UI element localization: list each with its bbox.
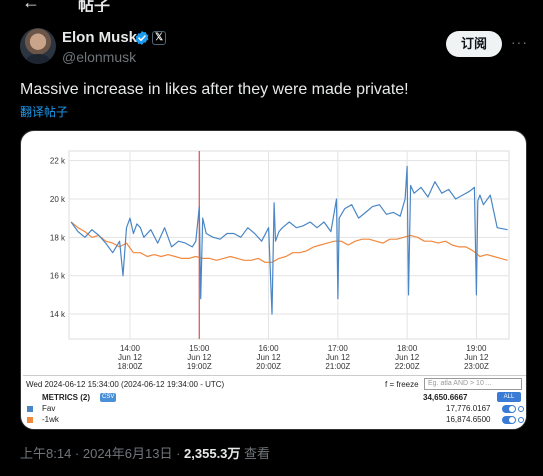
page-title: 帖子: [78, 0, 111, 12]
all-button[interactable]: ALL: [497, 392, 521, 402]
tweet-timestamp[interactable]: 上午8:14 · 2024年6月13日 ·: [20, 446, 185, 461]
tweet-meta: 上午8:14 · 2024年6月13日 · 2,355.3万 查看: [20, 443, 270, 462]
x-tick-label: 20:00Z: [256, 362, 281, 371]
translate-link[interactable]: 翻译帖子: [20, 105, 69, 119]
verified-badge-icon: [135, 31, 149, 45]
views-suffix: 查看: [240, 446, 271, 461]
series-toggle[interactable]: [502, 416, 516, 424]
x-tick-label: 14:00: [120, 344, 141, 353]
y-tick-label: 18 k: [50, 233, 66, 242]
y-tick-label: 22 k: [50, 157, 66, 166]
y-tick-label: 20 k: [50, 195, 66, 204]
x-tick-label: 22:00Z: [395, 362, 420, 371]
x-tick-label: 18:00: [397, 344, 418, 353]
x-tick-label: 17:00: [328, 344, 349, 353]
x-affiliation-badge: 𝕏: [152, 31, 166, 45]
x-tick-label: 16:00: [259, 344, 280, 353]
plot-area: [68, 150, 510, 340]
series-radio[interactable]: [518, 406, 524, 412]
1wk-swatch: [27, 417, 33, 423]
x-tick-label: Jun 12: [464, 353, 489, 362]
freeze-hint: f = freeze: [385, 380, 419, 389]
legend-value: 17,776.0167: [446, 404, 491, 413]
view-count: 2,355.3万: [184, 446, 241, 461]
chart-date-label: Wed 2024-06-12 15:34:00 (2024-06-12 19:3…: [26, 380, 225, 389]
legend-value: 16,874.6500: [446, 415, 491, 424]
series-radio[interactable]: [518, 417, 524, 423]
author-handle[interactable]: @elonmusk: [62, 49, 137, 65]
series-line-fav: [70, 165, 508, 315]
y-tick-label: 16 k: [50, 272, 66, 281]
x-tick-label: Jun 12: [395, 353, 420, 362]
legend-row-fav: Fav 17,776.0167: [27, 404, 524, 415]
x-tick-label: Jun 12: [257, 353, 282, 362]
x-tick-label: 23:00Z: [464, 362, 489, 371]
more-options-icon[interactable]: ···: [511, 34, 528, 50]
y-tick-label: 14 k: [50, 310, 66, 319]
series-toggle[interactable]: [502, 405, 516, 413]
author-name[interactable]: Elon Musk: [62, 29, 138, 46]
x-tick-label: Jun 12: [118, 353, 143, 362]
csv-button[interactable]: CSV: [100, 393, 117, 402]
chart-image-card[interactable]: 22 k 20 k 18 k 16 k 14 k 14:00 Jun 12 18:00Z 15:…: [20, 130, 527, 430]
avatar[interactable]: [20, 28, 56, 64]
top-bar: ← 帖子: [0, 0, 543, 12]
follow-button[interactable]: 订阅: [446, 31, 502, 57]
x-tick-label: 19:00Z: [187, 362, 212, 371]
series-line-1wk: [70, 221, 508, 263]
x-tick-label: 21:00Z: [325, 362, 350, 371]
x-tick-label: 18:00Z: [118, 362, 143, 371]
fav-swatch: [27, 406, 33, 412]
x-tick-label: 19:00: [466, 344, 487, 353]
metrics-label: METRICS (2): [42, 393, 90, 402]
arrow-left-icon[interactable]: ←: [22, 0, 40, 12]
chart-legend-panel: Wed 2024-06-12 15:34:00 (2024-06-12 19:3…: [23, 375, 526, 427]
query-input[interactable]: Eg. atla AND > 10 ...: [424, 378, 522, 390]
x-tick-label: Jun 12: [187, 353, 212, 362]
x-tick-label: Jun 12: [326, 353, 351, 362]
legend-label: -1wk: [42, 415, 59, 424]
legend-label: Fav: [42, 404, 56, 413]
legend-row-1wk: -1wk 16,874.6500: [27, 415, 524, 426]
x-tick-label: 15:00: [189, 344, 210, 353]
metrics-total: 34,650.6667: [423, 393, 468, 402]
tweet-text: Massive increase in likes after they wer…: [20, 81, 409, 98]
